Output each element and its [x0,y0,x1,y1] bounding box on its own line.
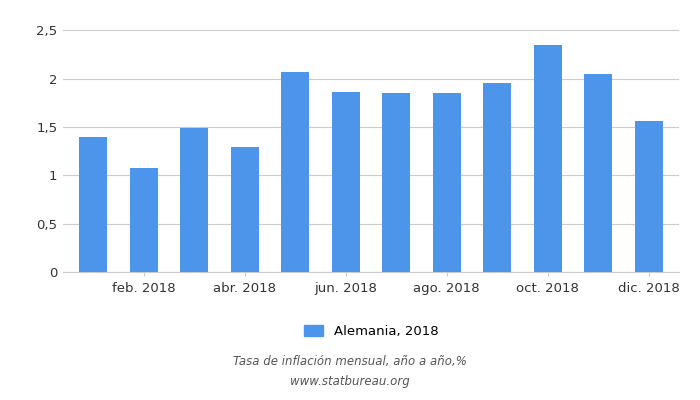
Bar [281,72,309,272]
Legend: Alemania, 2018: Alemania, 2018 [304,325,438,338]
Text: www.statbureau.org: www.statbureau.org [290,376,410,388]
Bar [534,45,561,272]
Bar [332,92,360,272]
Bar [79,137,107,272]
Bar [130,168,158,272]
Bar [635,121,663,272]
Bar [231,147,259,272]
Bar [483,83,511,272]
Text: Tasa de inflación mensual, año a año,%: Tasa de inflación mensual, año a año,% [233,356,467,368]
Bar [382,93,410,272]
Bar [584,74,612,272]
Bar [181,128,208,272]
Bar [433,93,461,272]
